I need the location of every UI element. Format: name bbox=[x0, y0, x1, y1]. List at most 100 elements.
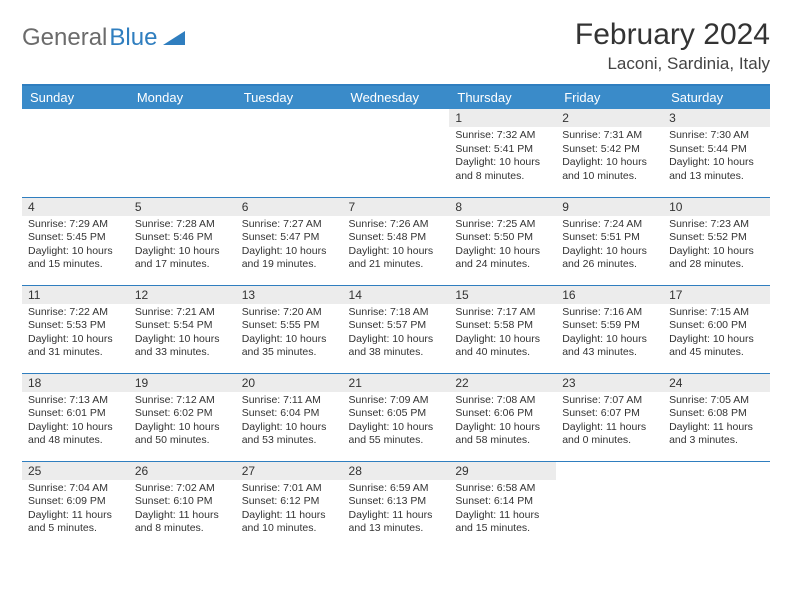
day-details: Sunrise: 7:24 AMSunset: 5:51 PMDaylight:… bbox=[556, 216, 663, 277]
sunset-label: Sunset: 6:14 PM bbox=[455, 495, 550, 509]
logo-triangle-icon bbox=[163, 24, 185, 52]
sunrise-label: Sunrise: 7:08 AM bbox=[455, 394, 550, 408]
weekday-sunday: Sunday bbox=[22, 85, 129, 109]
day-details: Sunrise: 7:22 AMSunset: 5:53 PMDaylight:… bbox=[22, 304, 129, 365]
daylight-line-2: and 45 minutes. bbox=[669, 346, 764, 360]
daylight-line-1: Daylight: 10 hours bbox=[242, 421, 337, 435]
daylight-line-2: and 24 minutes. bbox=[455, 258, 550, 272]
calendar-cell: 2Sunrise: 7:31 AMSunset: 5:42 PMDaylight… bbox=[556, 109, 663, 197]
day-number: 24 bbox=[663, 374, 770, 392]
sunrise-label: Sunrise: 7:04 AM bbox=[28, 482, 123, 496]
daylight-line-2: and 28 minutes. bbox=[669, 258, 764, 272]
day-number: 11 bbox=[22, 286, 129, 304]
calendar-cell: 14Sunrise: 7:18 AMSunset: 5:57 PMDayligh… bbox=[343, 285, 450, 373]
sunrise-label: Sunrise: 6:58 AM bbox=[455, 482, 550, 496]
daylight-line-1: Daylight: 10 hours bbox=[135, 421, 230, 435]
daylight-line-2: and 35 minutes. bbox=[242, 346, 337, 360]
sunset-label: Sunset: 5:55 PM bbox=[242, 319, 337, 333]
calendar-cell: 28Sunrise: 6:59 AMSunset: 6:13 PMDayligh… bbox=[343, 461, 450, 549]
daylight-line-2: and 40 minutes. bbox=[455, 346, 550, 360]
sunset-label: Sunset: 5:41 PM bbox=[455, 143, 550, 157]
day-details: Sunrise: 7:29 AMSunset: 5:45 PMDaylight:… bbox=[22, 216, 129, 277]
daylight-line-1: Daylight: 10 hours bbox=[28, 333, 123, 347]
sunset-label: Sunset: 5:42 PM bbox=[562, 143, 657, 157]
calendar-cell bbox=[129, 109, 236, 197]
daylight-line-1: Daylight: 10 hours bbox=[669, 245, 764, 259]
calendar-cell bbox=[343, 109, 450, 197]
sunrise-label: Sunrise: 7:23 AM bbox=[669, 218, 764, 232]
sunset-label: Sunset: 5:44 PM bbox=[669, 143, 764, 157]
calendar-cell: 25Sunrise: 7:04 AMSunset: 6:09 PMDayligh… bbox=[22, 461, 129, 549]
sunset-label: Sunset: 5:57 PM bbox=[349, 319, 444, 333]
daylight-line-1: Daylight: 10 hours bbox=[669, 156, 764, 170]
daylight-line-2: and 3 minutes. bbox=[669, 434, 764, 448]
day-details: Sunrise: 6:59 AMSunset: 6:13 PMDaylight:… bbox=[343, 480, 450, 541]
daylight-line-2: and 50 minutes. bbox=[135, 434, 230, 448]
calendar-cell: 4Sunrise: 7:29 AMSunset: 5:45 PMDaylight… bbox=[22, 197, 129, 285]
sunrise-label: Sunrise: 7:21 AM bbox=[135, 306, 230, 320]
daylight-line-1: Daylight: 11 hours bbox=[349, 509, 444, 523]
sunset-label: Sunset: 6:07 PM bbox=[562, 407, 657, 421]
month-title: February 2024 bbox=[575, 18, 770, 52]
calendar-cell: 22Sunrise: 7:08 AMSunset: 6:06 PMDayligh… bbox=[449, 373, 556, 461]
day-number: 22 bbox=[449, 374, 556, 392]
sunset-label: Sunset: 5:58 PM bbox=[455, 319, 550, 333]
daylight-line-1: Daylight: 11 hours bbox=[242, 509, 337, 523]
daylight-line-1: Daylight: 10 hours bbox=[242, 333, 337, 347]
daylight-line-2: and 26 minutes. bbox=[562, 258, 657, 272]
day-details: Sunrise: 7:05 AMSunset: 6:08 PMDaylight:… bbox=[663, 392, 770, 453]
daylight-line-1: Daylight: 10 hours bbox=[455, 333, 550, 347]
sunrise-label: Sunrise: 7:22 AM bbox=[28, 306, 123, 320]
calendar-cell: 11Sunrise: 7:22 AMSunset: 5:53 PMDayligh… bbox=[22, 285, 129, 373]
day-number: 13 bbox=[236, 286, 343, 304]
calendar-cell: 21Sunrise: 7:09 AMSunset: 6:05 PMDayligh… bbox=[343, 373, 450, 461]
sunset-label: Sunset: 5:50 PM bbox=[455, 231, 550, 245]
sunrise-label: Sunrise: 7:26 AM bbox=[349, 218, 444, 232]
sunrise-label: Sunrise: 7:17 AM bbox=[455, 306, 550, 320]
sunrise-label: Sunrise: 7:12 AM bbox=[135, 394, 230, 408]
sunset-label: Sunset: 5:45 PM bbox=[28, 231, 123, 245]
calendar-cell: 29Sunrise: 6:58 AMSunset: 6:14 PMDayligh… bbox=[449, 461, 556, 549]
calendar-cell bbox=[556, 461, 663, 549]
daylight-line-1: Daylight: 10 hours bbox=[562, 245, 657, 259]
day-number: 9 bbox=[556, 198, 663, 216]
daylight-line-1: Daylight: 11 hours bbox=[562, 421, 657, 435]
daylight-line-2: and 43 minutes. bbox=[562, 346, 657, 360]
day-details: Sunrise: 7:13 AMSunset: 6:01 PMDaylight:… bbox=[22, 392, 129, 453]
calendar-cell: 19Sunrise: 7:12 AMSunset: 6:02 PMDayligh… bbox=[129, 373, 236, 461]
day-number: 17 bbox=[663, 286, 770, 304]
daylight-line-2: and 53 minutes. bbox=[242, 434, 337, 448]
day-number: 23 bbox=[556, 374, 663, 392]
calendar-cell: 27Sunrise: 7:01 AMSunset: 6:12 PMDayligh… bbox=[236, 461, 343, 549]
daylight-line-1: Daylight: 11 hours bbox=[28, 509, 123, 523]
day-number: 29 bbox=[449, 462, 556, 480]
header: General Blue February 2024 Laconi, Sardi… bbox=[22, 18, 770, 74]
day-number: 18 bbox=[22, 374, 129, 392]
calendar-cell: 9Sunrise: 7:24 AMSunset: 5:51 PMDaylight… bbox=[556, 197, 663, 285]
calendar-cell: 10Sunrise: 7:23 AMSunset: 5:52 PMDayligh… bbox=[663, 197, 770, 285]
day-number: 6 bbox=[236, 198, 343, 216]
day-number: 2 bbox=[556, 109, 663, 127]
daylight-line-1: Daylight: 10 hours bbox=[242, 245, 337, 259]
calendar-cell: 6Sunrise: 7:27 AMSunset: 5:47 PMDaylight… bbox=[236, 197, 343, 285]
calendar-week-row: 11Sunrise: 7:22 AMSunset: 5:53 PMDayligh… bbox=[22, 285, 770, 373]
day-number: 20 bbox=[236, 374, 343, 392]
calendar-cell: 17Sunrise: 7:15 AMSunset: 6:00 PMDayligh… bbox=[663, 285, 770, 373]
daylight-line-2: and 21 minutes. bbox=[349, 258, 444, 272]
sunset-label: Sunset: 6:10 PM bbox=[135, 495, 230, 509]
daylight-line-2: and 0 minutes. bbox=[562, 434, 657, 448]
calendar-cell: 20Sunrise: 7:11 AMSunset: 6:04 PMDayligh… bbox=[236, 373, 343, 461]
day-number: 7 bbox=[343, 198, 450, 216]
daylight-line-1: Daylight: 10 hours bbox=[349, 421, 444, 435]
sunset-label: Sunset: 6:06 PM bbox=[455, 407, 550, 421]
day-details: Sunrise: 7:30 AMSunset: 5:44 PMDaylight:… bbox=[663, 127, 770, 188]
day-details: Sunrise: 7:25 AMSunset: 5:50 PMDaylight:… bbox=[449, 216, 556, 277]
sunrise-label: Sunrise: 7:02 AM bbox=[135, 482, 230, 496]
sunset-label: Sunset: 5:52 PM bbox=[669, 231, 764, 245]
sunrise-label: Sunrise: 7:27 AM bbox=[242, 218, 337, 232]
daylight-line-2: and 8 minutes. bbox=[455, 170, 550, 184]
calendar-cell: 3Sunrise: 7:30 AMSunset: 5:44 PMDaylight… bbox=[663, 109, 770, 197]
calendar-cell: 24Sunrise: 7:05 AMSunset: 6:08 PMDayligh… bbox=[663, 373, 770, 461]
daylight-line-2: and 10 minutes. bbox=[562, 170, 657, 184]
daylight-line-1: Daylight: 11 hours bbox=[135, 509, 230, 523]
